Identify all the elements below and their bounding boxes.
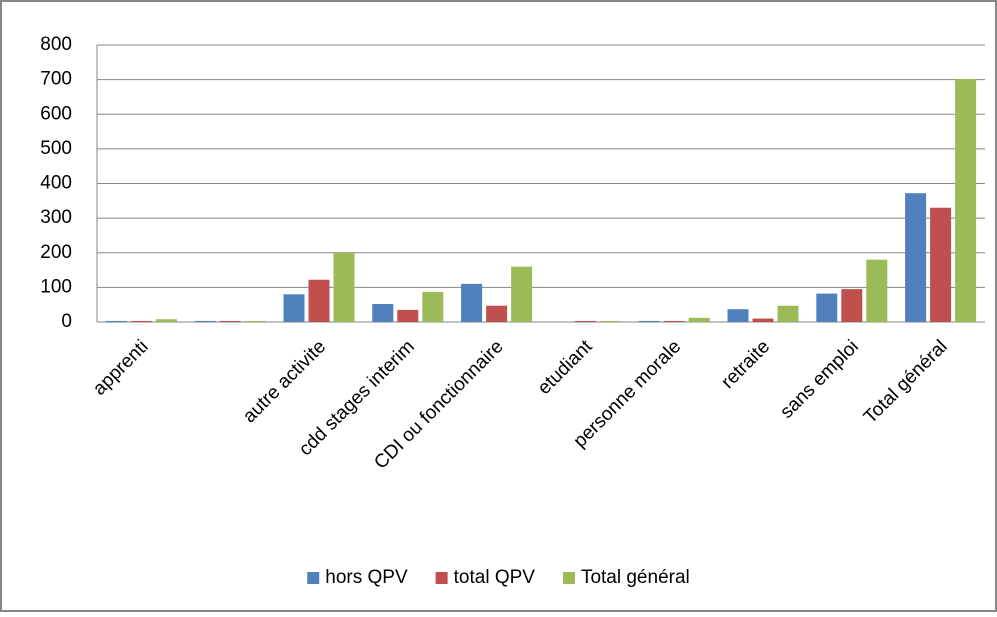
- legend-label: Total général: [581, 567, 690, 588]
- bar: [638, 320, 660, 322]
- bar: [194, 320, 216, 322]
- bar: [219, 320, 241, 322]
- legend-label: total QPV: [454, 567, 536, 588]
- legend-swatch: [307, 572, 320, 584]
- bar: [727, 309, 749, 322]
- bar: [777, 305, 799, 322]
- y-tick-label: 500: [40, 138, 72, 159]
- bar: [841, 289, 863, 322]
- bar: [752, 318, 774, 322]
- legend-swatch: [562, 572, 575, 584]
- bar: [422, 291, 444, 322]
- bar: [333, 252, 355, 322]
- bar: [955, 78, 977, 323]
- bar: [105, 320, 127, 322]
- bar: [663, 320, 685, 322]
- bar: [905, 193, 927, 322]
- y-tick-label: 600: [40, 103, 72, 124]
- y-tick-label: 200: [40, 242, 72, 263]
- bar: [372, 303, 394, 322]
- y-tick-label: 700: [40, 69, 72, 90]
- legend-label: hors QPV: [325, 567, 408, 588]
- bar: [308, 279, 330, 322]
- bar: [866, 259, 888, 322]
- bar: [486, 305, 508, 322]
- bar: [930, 207, 952, 322]
- bar: [461, 283, 483, 322]
- y-tick-label: 400: [40, 173, 72, 194]
- bar: [511, 266, 533, 322]
- y-tick-label: 0: [61, 311, 72, 332]
- bar: [244, 320, 266, 322]
- bar: [130, 320, 152, 322]
- bar: [283, 294, 305, 322]
- bar: [155, 319, 177, 322]
- bar: [816, 293, 838, 322]
- y-tick-label: 300: [40, 207, 72, 228]
- bar: [397, 309, 419, 322]
- legend-swatch: [435, 572, 448, 584]
- bar: [574, 320, 596, 322]
- y-tick-label: 800: [40, 34, 72, 55]
- y-tick-label: 100: [40, 276, 72, 297]
- bar: [688, 317, 710, 322]
- bar: [599, 320, 621, 322]
